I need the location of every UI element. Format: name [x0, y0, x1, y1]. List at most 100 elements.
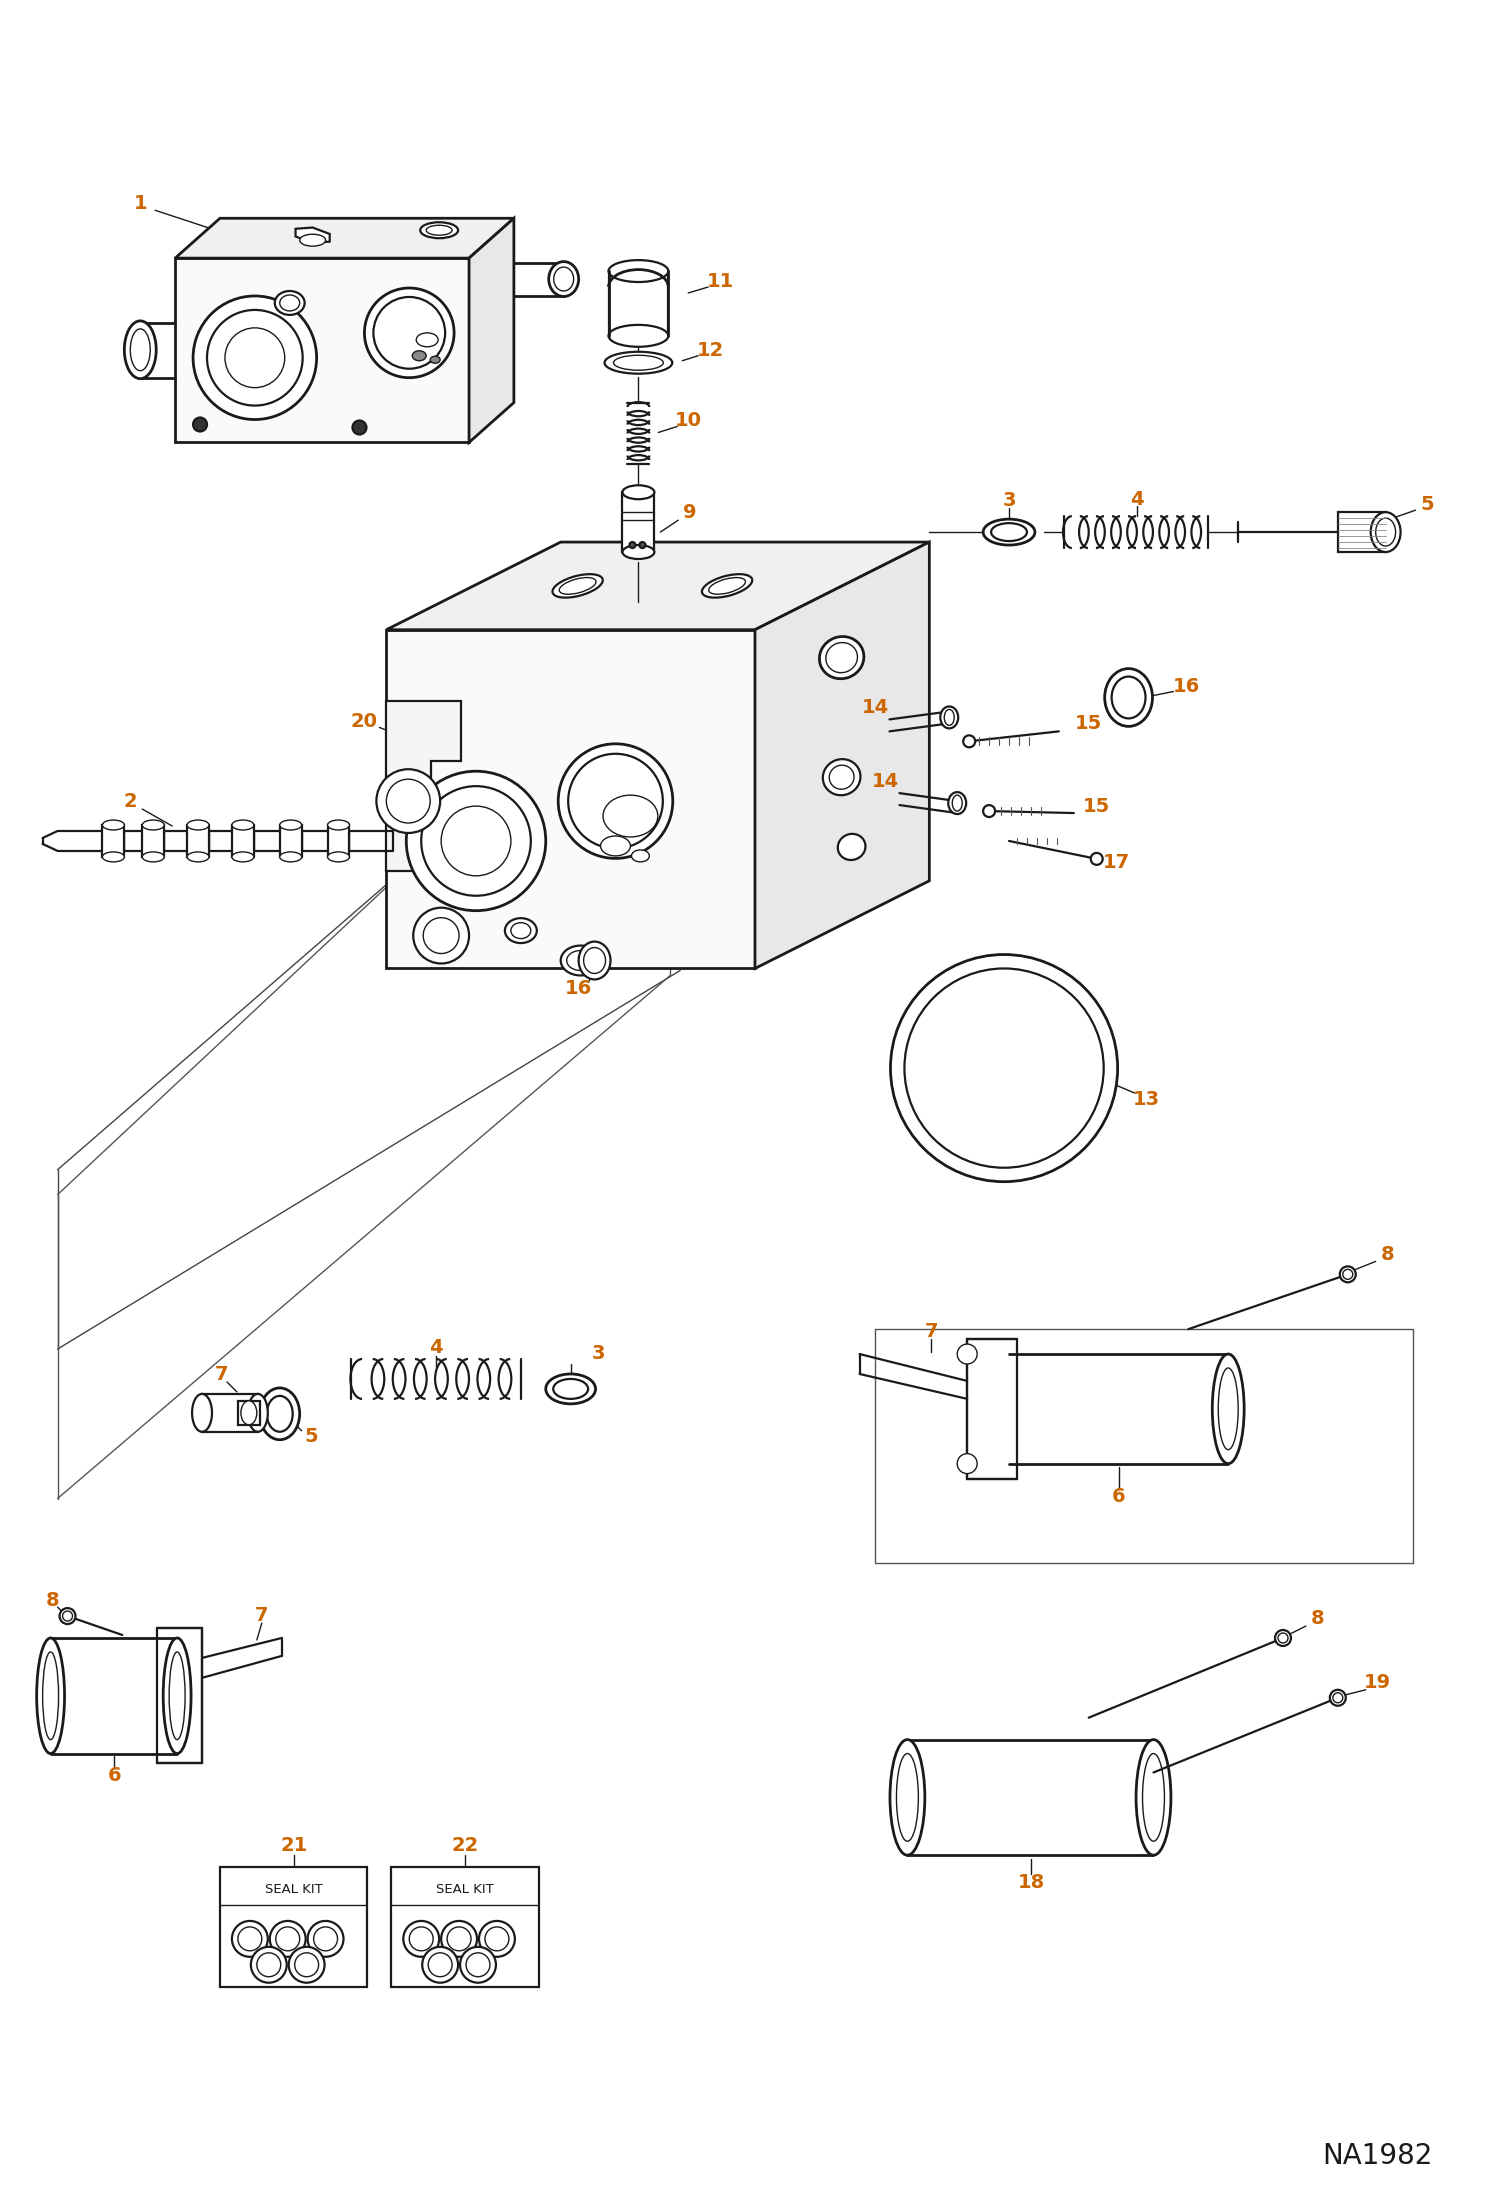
Bar	[608, 272, 668, 336]
Polygon shape	[175, 259, 469, 443]
Circle shape	[446, 1928, 470, 1952]
Text: 7: 7	[255, 1605, 268, 1625]
Bar	[142, 825, 165, 857]
Ellipse shape	[890, 1739, 924, 1855]
Text: 4: 4	[430, 1338, 443, 1357]
Ellipse shape	[259, 1388, 300, 1441]
Ellipse shape	[608, 261, 668, 283]
Circle shape	[352, 421, 367, 434]
Text: 11: 11	[707, 272, 734, 289]
Ellipse shape	[102, 820, 124, 829]
Ellipse shape	[42, 1651, 58, 1739]
Polygon shape	[386, 629, 755, 969]
Text: 14: 14	[861, 697, 890, 717]
Text: SEAL KIT: SEAL KIT	[436, 1882, 494, 1895]
Ellipse shape	[274, 292, 304, 316]
Ellipse shape	[187, 851, 210, 862]
Ellipse shape	[957, 1344, 977, 1364]
Polygon shape	[469, 219, 514, 443]
Ellipse shape	[632, 851, 649, 862]
Text: 5: 5	[304, 1428, 319, 1445]
Ellipse shape	[548, 261, 578, 296]
Text: 9: 9	[683, 502, 697, 522]
Circle shape	[63, 1612, 72, 1621]
Polygon shape	[386, 542, 929, 629]
Ellipse shape	[941, 706, 959, 728]
Text: 3: 3	[1002, 491, 1016, 509]
Polygon shape	[175, 219, 514, 259]
Bar	[232, 825, 253, 857]
Text: 14: 14	[872, 772, 899, 792]
Ellipse shape	[553, 1379, 589, 1399]
Ellipse shape	[142, 820, 165, 829]
Bar	[391, 1866, 539, 1987]
Ellipse shape	[280, 820, 301, 829]
Text: 15: 15	[1076, 715, 1103, 732]
Ellipse shape	[232, 851, 253, 862]
Ellipse shape	[560, 945, 601, 976]
Ellipse shape	[983, 520, 1035, 546]
Ellipse shape	[163, 1638, 192, 1754]
Circle shape	[376, 770, 440, 833]
Ellipse shape	[559, 743, 673, 857]
Ellipse shape	[1143, 1754, 1164, 1842]
Circle shape	[307, 1921, 343, 1956]
Circle shape	[225, 329, 285, 388]
Circle shape	[1275, 1629, 1291, 1647]
Circle shape	[1278, 1634, 1288, 1643]
Circle shape	[270, 1921, 306, 1956]
Polygon shape	[755, 542, 929, 969]
Circle shape	[250, 1947, 286, 1982]
Circle shape	[406, 772, 545, 910]
Circle shape	[60, 1607, 75, 1625]
Circle shape	[485, 1928, 509, 1952]
Text: 1: 1	[133, 193, 147, 213]
Circle shape	[295, 1952, 319, 1976]
Ellipse shape	[825, 643, 857, 673]
Ellipse shape	[604, 796, 658, 838]
Circle shape	[460, 1947, 496, 1982]
Ellipse shape	[545, 1375, 596, 1404]
Text: 16: 16	[1173, 678, 1200, 695]
Circle shape	[1333, 1693, 1342, 1702]
Ellipse shape	[267, 1397, 292, 1432]
Ellipse shape	[623, 485, 655, 500]
Ellipse shape	[505, 919, 536, 943]
Circle shape	[421, 785, 530, 895]
Text: 17: 17	[1103, 853, 1129, 873]
Ellipse shape	[373, 296, 445, 368]
Bar	[328, 825, 349, 857]
Circle shape	[207, 309, 303, 406]
Circle shape	[1330, 1691, 1345, 1706]
Ellipse shape	[241, 1401, 256, 1425]
Ellipse shape	[427, 226, 452, 235]
Bar	[220, 1866, 367, 1987]
Text: 21: 21	[280, 1836, 307, 1855]
Ellipse shape	[608, 325, 668, 346]
Ellipse shape	[1112, 678, 1146, 719]
Ellipse shape	[1218, 1368, 1239, 1450]
Text: 12: 12	[697, 342, 724, 360]
Ellipse shape	[554, 268, 574, 292]
Ellipse shape	[568, 754, 662, 849]
Polygon shape	[157, 1627, 202, 1763]
Ellipse shape	[566, 950, 595, 971]
Bar	[1338, 513, 1386, 553]
Ellipse shape	[421, 221, 458, 239]
Text: NA1982: NA1982	[1323, 2143, 1434, 2171]
Ellipse shape	[1135, 1739, 1171, 1855]
Circle shape	[289, 1947, 325, 1982]
Circle shape	[466, 1952, 490, 1976]
Circle shape	[963, 735, 975, 748]
Bar	[623, 491, 655, 553]
Text: 15: 15	[1083, 796, 1110, 816]
Circle shape	[440, 807, 511, 875]
Circle shape	[413, 908, 469, 963]
Ellipse shape	[896, 1754, 918, 1842]
Circle shape	[479, 1921, 515, 1956]
Ellipse shape	[280, 296, 300, 311]
Polygon shape	[386, 702, 461, 871]
Ellipse shape	[553, 575, 602, 599]
Ellipse shape	[364, 287, 454, 377]
Ellipse shape	[232, 820, 253, 829]
